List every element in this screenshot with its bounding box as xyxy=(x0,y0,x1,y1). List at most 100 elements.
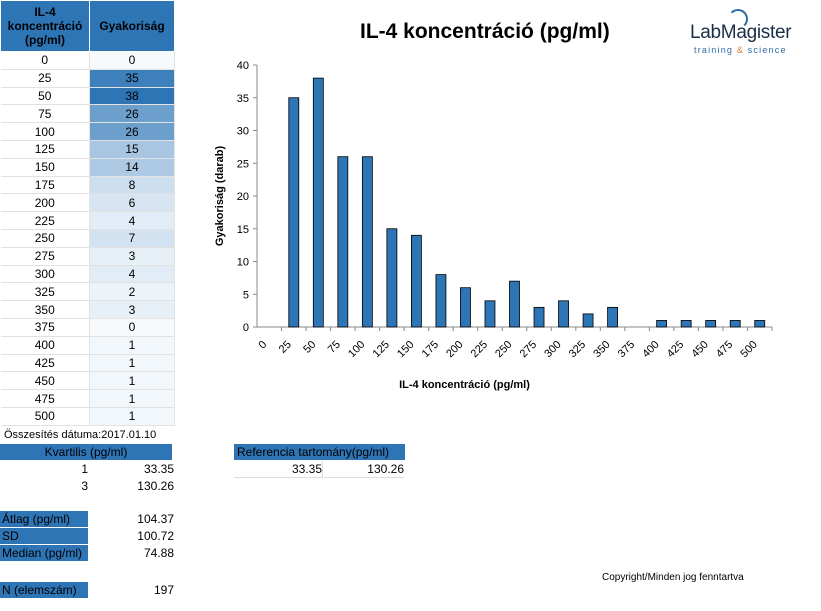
y-tick-label: 10 xyxy=(237,257,249,269)
cell-concentration: 325 xyxy=(0,282,90,302)
cell-frequency: 1 xyxy=(89,371,175,391)
cell-concentration: 125 xyxy=(0,140,90,159)
logo-tagline-a: training xyxy=(694,45,737,55)
logo-tagline: training & science xyxy=(694,45,787,55)
x-tick-label: 350 xyxy=(591,339,612,360)
reference-high: 130.26 xyxy=(324,461,404,478)
summary-date: Összesítés dátuma:2017.01.10 xyxy=(4,429,157,441)
x-tick-label: 450 xyxy=(689,339,710,360)
y-tick-label: 5 xyxy=(243,289,249,301)
bar xyxy=(729,320,741,328)
sd-label: SD xyxy=(0,528,88,544)
x-tick-label: 325 xyxy=(567,339,588,360)
cell-concentration: 375 xyxy=(0,318,90,337)
bar xyxy=(582,313,594,328)
n-value: 197 xyxy=(153,583,174,597)
bar xyxy=(656,320,668,328)
y-tick-label: 15 xyxy=(237,224,249,236)
n-label: N (elemszám) xyxy=(0,582,88,598)
x-tick-label: 200 xyxy=(444,339,465,360)
table-row: 450 1 xyxy=(0,371,175,391)
cell-concentration: 50 xyxy=(0,87,90,106)
x-tick-label: 425 xyxy=(665,339,686,360)
q1-value: 33.35 xyxy=(143,462,174,476)
x-tick-label: 400 xyxy=(640,339,661,360)
q3-value: 130.26 xyxy=(137,479,174,493)
table-row: 400 1 xyxy=(0,336,175,355)
cell-frequency: 15 xyxy=(89,140,175,159)
bar xyxy=(509,280,520,328)
bar xyxy=(680,320,692,328)
frequency-table-body: 0 0 25 35 50 38 75 26 100 26 125 15 150 14 175 8 200 6 225… xyxy=(0,51,175,426)
table-row: 225 4 xyxy=(0,211,175,230)
cell-frequency: 1 xyxy=(89,389,175,408)
table-row: 150 14 xyxy=(0,158,175,177)
cell-frequency: 6 xyxy=(89,193,175,213)
bar xyxy=(705,320,717,328)
x-tick-label: 275 xyxy=(518,339,539,360)
cell-concentration: 100 xyxy=(0,122,90,141)
x-tick-label: 125 xyxy=(371,339,392,360)
bar xyxy=(411,234,422,328)
median-label: Median (pg/ml) xyxy=(0,545,88,561)
bar xyxy=(288,97,300,328)
y-tick-label: 25 xyxy=(237,158,249,170)
logo-tagline-amp: & xyxy=(736,45,745,55)
sd-value: 100.72 xyxy=(137,529,174,543)
cell-frequency: 1 xyxy=(89,354,175,373)
logo-tagline-b: science xyxy=(744,45,787,55)
logo-brand: LabMagister xyxy=(690,22,792,43)
bar xyxy=(435,274,447,328)
reference-low: 33.35 xyxy=(234,461,323,478)
cell-concentration: 275 xyxy=(0,247,90,266)
bar xyxy=(484,300,496,328)
copyright-text: Copyright/Minden jog fenntartva xyxy=(602,572,744,583)
x-tick-label: 475 xyxy=(714,339,735,360)
table-row: 425 1 xyxy=(0,354,175,373)
table-row: 100 26 xyxy=(0,122,175,141)
bar xyxy=(558,300,569,328)
bar xyxy=(460,287,471,328)
cell-frequency: 4 xyxy=(89,211,175,230)
cell-frequency: 0 xyxy=(89,318,175,337)
cell-frequency: 26 xyxy=(89,122,175,141)
cell-frequency: 26 xyxy=(89,104,175,124)
reference-header: Referencia tartomány(pg/ml) xyxy=(234,444,405,460)
y-tick-label: 20 xyxy=(237,191,249,203)
cell-concentration: 150 xyxy=(0,158,90,177)
table-row: 75 26 xyxy=(0,104,175,124)
cell-concentration: 0 xyxy=(0,51,90,70)
bar xyxy=(533,306,545,328)
x-axis-title: IL-4 koncentráció (pg/ml) xyxy=(399,379,530,391)
table-row: 325 2 xyxy=(0,282,175,302)
mean-value: 104.37 xyxy=(137,512,174,526)
table-row: 50 38 xyxy=(0,87,175,106)
cell-frequency: 38 xyxy=(89,87,175,106)
x-tick-label: 300 xyxy=(542,339,563,360)
cell-concentration: 25 xyxy=(0,69,90,88)
cell-concentration: 200 xyxy=(0,193,90,213)
x-tick-label: 150 xyxy=(395,339,416,360)
table-row: 175 8 xyxy=(0,176,175,195)
x-tick-label: 225 xyxy=(469,339,490,360)
quartile-header: Kvartilis (pg/ml) xyxy=(0,444,172,460)
median-value: 74.88 xyxy=(143,546,174,560)
x-tick-label: 50 xyxy=(301,339,318,356)
col-header-concentration: IL-4 koncentráció (pg/ml) xyxy=(0,0,90,52)
q3-index: 3 xyxy=(81,479,88,493)
cell-concentration: 475 xyxy=(0,389,90,408)
y-axis-title: Gyakoriság (darab) xyxy=(214,146,226,247)
table-row: 475 1 xyxy=(0,389,175,408)
x-tick-label: 175 xyxy=(420,339,441,360)
cell-concentration: 75 xyxy=(0,104,90,124)
y-tick-label: 35 xyxy=(237,93,249,105)
table-row: 125 15 xyxy=(0,140,175,159)
cell-frequency: 1 xyxy=(89,407,175,426)
cell-concentration: 225 xyxy=(0,211,90,230)
cell-concentration: 350 xyxy=(0,300,90,319)
cell-concentration: 450 xyxy=(0,371,90,391)
table-row: 500 1 xyxy=(0,407,175,426)
cell-frequency: 4 xyxy=(89,265,175,284)
x-tick-label: 375 xyxy=(616,339,637,360)
